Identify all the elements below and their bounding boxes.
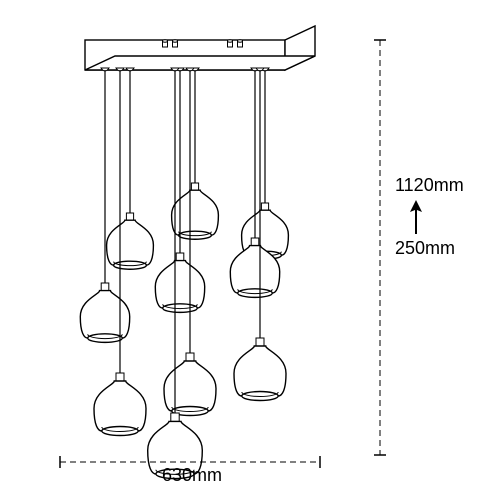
pendant (242, 68, 289, 259)
pendant (164, 68, 216, 416)
height-max-label: 1120mm (395, 175, 464, 196)
up-arrow-icon (406, 198, 426, 238)
width-label: 630mm (162, 465, 222, 486)
pendant (80, 68, 129, 342)
pendant (172, 68, 219, 239)
height-min-label: 250mm (395, 238, 455, 259)
technical-drawing: 1120mm 250mm 630mm (0, 0, 500, 500)
pendant (107, 68, 154, 269)
pendant (230, 68, 279, 297)
